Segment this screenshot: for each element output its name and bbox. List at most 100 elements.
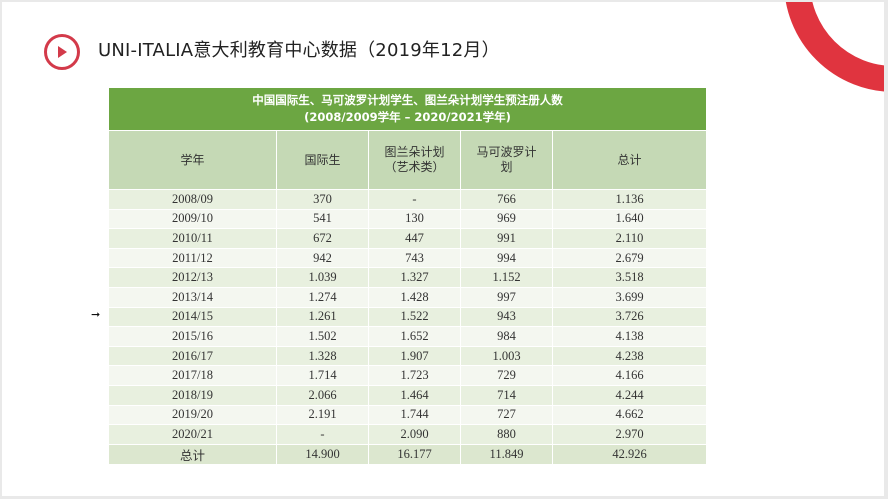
table-cell-col-total: 3.726 <box>551 306 708 328</box>
page-title: UNI-ITALIA意大利教育中心数据（2019年12月） <box>98 40 500 61</box>
table-cell-col-marco-polo: 984 <box>460 326 553 347</box>
table-row: 2011/12 942 743 994 2.679 <box>108 247 708 269</box>
table-row: 2012/13 1.039 1.327 1.152 3.518 <box>108 267 708 288</box>
play-triangle-icon <box>58 46 67 58</box>
table-cell-col-international: 942 <box>276 247 369 269</box>
table-cell-col-international: 370 <box>276 189 369 210</box>
table-cell-col-academic-year: 2008/09 <box>108 189 277 210</box>
table-cell-col-international: 14.900 <box>276 443 369 465</box>
table-cell-col-international: 2.066 <box>276 384 369 406</box>
corner-arc-decoration <box>784 2 884 92</box>
table-row: 2018/19 2.066 1.464 714 4.244 <box>108 384 708 406</box>
table-cell-col-international: 1.328 <box>276 345 369 367</box>
table-cell-col-international: 1.039 <box>276 267 369 288</box>
table-cell-col-academic-year: 2010/11 <box>108 228 277 249</box>
column-header-col-international: 国际生 <box>276 130 369 190</box>
table-cell-col-total: 42.926 <box>551 443 708 465</box>
table-cell-col-total: 2.970 <box>551 424 708 445</box>
table-cell-col-academic-year: 2014/15 <box>108 306 277 328</box>
table-cell-col-international: 2.191 <box>276 404 369 426</box>
table-cell-col-marco-polo: 714 <box>460 384 553 406</box>
table-cell-col-international: 1.274 <box>276 286 369 308</box>
table-cell-col-total: 2.110 <box>551 228 708 249</box>
table-cell-col-total: 1.640 <box>551 208 708 230</box>
table-caption-line1: 中国国际生、马可波罗计划学生、图兰朵计划学生预注册人数 <box>252 93 563 107</box>
table-cell-col-academic-year: 2020/21 <box>108 424 277 445</box>
table-cell-col-marco-polo: 1.152 <box>460 267 553 288</box>
table-cell-col-total: 4.244 <box>551 384 708 406</box>
table-cell-col-marco-polo: 766 <box>460 189 553 210</box>
table-cell-col-international: 1.714 <box>276 365 369 386</box>
table-cell-col-total: 4.662 <box>551 404 708 426</box>
table-cell-col-total: 4.238 <box>551 345 708 367</box>
table-row: 2019/20 2.191 1.744 727 4.662 <box>108 404 708 426</box>
table-cell-col-turandot: 16.177 <box>368 443 461 465</box>
table-row: 2017/18 1.714 1.723 729 4.166 <box>108 365 708 386</box>
table-caption: 中国国际生、马可波罗计划学生、图兰朵计划学生预注册人数 (2008/2009学年… <box>107 87 708 131</box>
table-cell-col-academic-year: 2011/12 <box>108 247 277 269</box>
table-cell-col-marco-polo: 880 <box>460 424 553 445</box>
table-cell-col-total: 3.518 <box>551 267 708 288</box>
table-row: 2016/17 1.328 1.907 1.003 4.238 <box>108 345 708 367</box>
table-cell-col-total: 4.166 <box>551 365 708 386</box>
table-cell-col-academic-year: 总计 <box>108 443 277 465</box>
table-cell-col-marco-polo: 991 <box>460 228 553 249</box>
table-cell-col-total: 1.136 <box>551 189 708 210</box>
table-cell-col-marco-polo: 994 <box>460 247 553 269</box>
table-cell-col-total: 3.699 <box>551 286 708 308</box>
table-cell-col-turandot: - <box>368 189 461 210</box>
table-cell-col-total: 4.138 <box>551 326 708 347</box>
table-cell-col-marco-polo: 969 <box>460 208 553 230</box>
table-cell-col-academic-year: 2012/13 <box>108 267 277 288</box>
table-cell-col-academic-year: 2015/16 <box>108 326 277 347</box>
table-cell-col-turandot: 1.522 <box>368 306 461 328</box>
table-cell-col-marco-polo: 943 <box>460 306 553 328</box>
table-cell-col-marco-polo: 997 <box>460 286 553 308</box>
table-cell-col-international: 1.261 <box>276 306 369 328</box>
table-row: 2020/21-2.090 880 2.970 <box>108 424 708 445</box>
table-row: 2009/10 541 130 969 1.640 <box>108 208 708 230</box>
table-cell-col-turandot: 2.090 <box>368 424 461 445</box>
table-cell-col-marco-polo: 729 <box>460 365 553 386</box>
column-header-col-total: 总计 <box>551 130 708 190</box>
table-cell-col-turandot: 1.652 <box>368 326 461 347</box>
table-cell-col-academic-year: 2018/19 <box>108 384 277 406</box>
table-row: 2015/16 1.502 1.652 984 4.138 <box>108 326 708 347</box>
table-row: 2008/09 370-766 1.136 <box>108 189 708 210</box>
column-header-col-academic-year: 学年 <box>108 130 277 190</box>
table-cell-col-international: 672 <box>276 228 369 249</box>
table-cell-col-academic-year: 2013/14 <box>108 286 277 308</box>
table-cell-col-academic-year: 2019/20 <box>108 404 277 426</box>
table-cell-col-international: 1.502 <box>276 326 369 347</box>
table-cell-col-marco-polo: 11.849 <box>460 443 553 465</box>
table-cell-col-turandot: 1.327 <box>368 267 461 288</box>
table-cell-col-turandot: 743 <box>368 247 461 269</box>
table-cell-col-academic-year: 2017/18 <box>108 365 277 386</box>
table-cell-col-turandot: 1.744 <box>368 404 461 426</box>
table-cell-col-total: 2.679 <box>551 247 708 269</box>
enrollment-table: 中国国际生、马可波罗计划学生、图兰朵计划学生预注册人数 (2008/2009学年… <box>107 87 708 465</box>
table-total-row: 总计 14.900 16.177 11.849 42.926 <box>108 443 708 465</box>
table-cell-col-turandot: 130 <box>368 208 461 230</box>
cursor-arrow-icon: ➞ <box>91 308 101 321</box>
play-circle-icon <box>44 34 80 70</box>
table-caption-line2: (2008/2009学年 – 2020/2021学年) <box>304 110 511 124</box>
table-cell-col-turandot: 1.723 <box>368 365 461 386</box>
table-header-row: 学年 国际生 图兰朵计划 （艺术类） 马可波罗计 划总计 <box>108 130 708 190</box>
table-cell-col-marco-polo: 1.003 <box>460 345 553 367</box>
table-cell-col-international: 541 <box>276 208 369 230</box>
table-row: 2010/11 672 447 991 2.110 <box>108 228 708 249</box>
table-caption-row: 中国国际生、马可波罗计划学生、图兰朵计划学生预注册人数 (2008/2009学年… <box>107 87 708 131</box>
table-cell-col-turandot: 447 <box>368 228 461 249</box>
column-header-col-turandot: 图兰朵计划 （艺术类） <box>368 130 461 190</box>
table-cell-col-academic-year: 2009/10 <box>108 208 277 230</box>
table-cell-col-academic-year: 2016/17 <box>108 345 277 367</box>
table-cell-col-international: - <box>276 424 369 445</box>
table-row: 2013/14 1.274 1.428 997 3.699 <box>108 286 708 308</box>
table-cell-col-turandot: 1.428 <box>368 286 461 308</box>
table-cell-col-marco-polo: 727 <box>460 404 553 426</box>
table-cell-col-turandot: 1.907 <box>368 345 461 367</box>
table-row: 2014/15 1.261 1.522 943 3.726 <box>108 306 708 328</box>
table-cell-col-turandot: 1.464 <box>368 384 461 406</box>
